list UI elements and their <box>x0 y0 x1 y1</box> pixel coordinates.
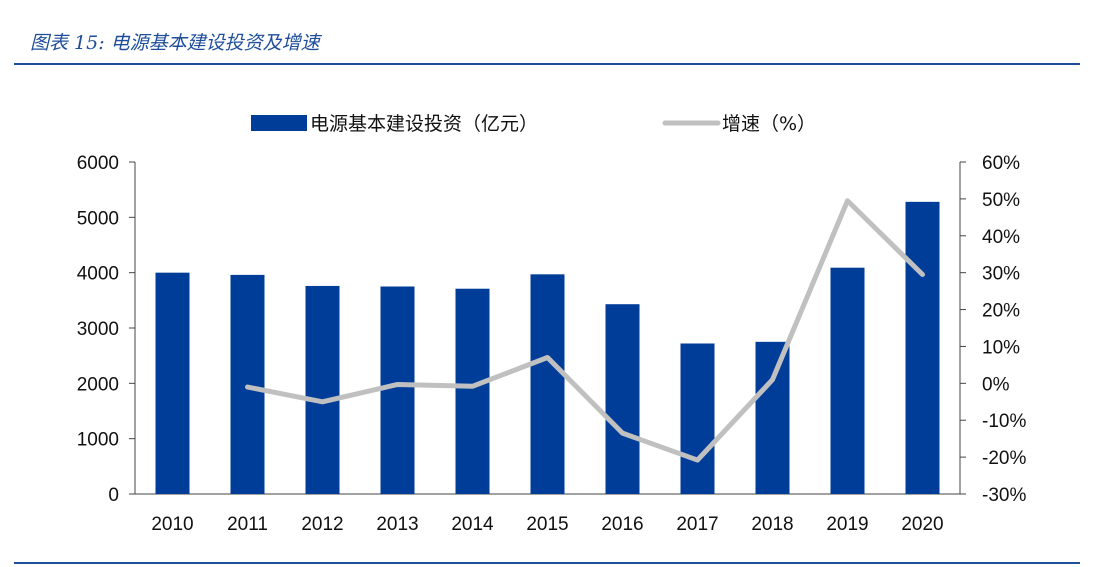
left-tick-label: 0 <box>108 485 119 506</box>
legend-line-label: 增速（%） <box>722 113 816 135</box>
x-tick-label: 2019 <box>826 514 868 535</box>
right-tick-label: 40% <box>982 227 1020 248</box>
x-tick-label: 2010 <box>151 514 193 535</box>
x-tick-label: 2012 <box>301 514 343 535</box>
right-tick-label: 30% <box>982 264 1020 285</box>
bar <box>605 304 640 494</box>
bar <box>755 341 790 494</box>
right-tick-label: -10% <box>982 411 1026 432</box>
left-tick-label: 1000 <box>77 430 119 451</box>
bottom-rule <box>14 562 1080 564</box>
axes: 0 1000 2000 3000 4000 5000 6000 -30% -20% -10% 0% 1… <box>77 153 1027 506</box>
x-tick-label: 2014 <box>451 514 494 535</box>
left-tick-label: 5000 <box>77 208 119 229</box>
bar <box>380 286 415 494</box>
bar-series <box>155 201 940 494</box>
x-tick-label: 2011 <box>227 514 268 535</box>
bar <box>455 288 490 494</box>
bar <box>680 343 715 494</box>
right-tick-label: -30% <box>982 485 1026 506</box>
x-tick-label: 2020 <box>901 514 943 535</box>
bar <box>530 274 565 494</box>
legend: 电源基本建设投资（亿元） 增速（%） <box>251 113 816 135</box>
bar <box>830 267 865 494</box>
left-tick-label: 2000 <box>77 374 119 395</box>
bar <box>155 272 190 494</box>
right-tick-label: 20% <box>982 301 1020 322</box>
right-tick-label: 60% <box>982 153 1020 174</box>
legend-bar-swatch <box>251 115 307 131</box>
x-tick-label: 2018 <box>751 514 793 535</box>
x-tick-label: 2013 <box>376 514 418 535</box>
left-tick-label: 3000 <box>77 319 119 340</box>
left-tick-label: 4000 <box>77 264 119 285</box>
x-tick-labels: 2010 2011 2012 2013 2014 2015 2016 2017 2018 2019… <box>151 514 943 535</box>
line-series <box>245 198 925 463</box>
right-tick-label: 0% <box>982 374 1010 395</box>
legend-bar-label: 电源基本建设投资（亿元） <box>310 113 538 135</box>
growth-line <box>245 198 925 463</box>
right-tick-label: 10% <box>982 337 1020 358</box>
bar <box>305 285 340 494</box>
figure-title: 图表 15: 电源基本建设投资及增速 <box>30 32 320 54</box>
bar <box>230 274 265 494</box>
bar <box>905 201 940 494</box>
x-tick-label: 2016 <box>601 514 643 535</box>
right-tick-label: -20% <box>982 448 1026 469</box>
top-rule <box>14 63 1080 65</box>
x-tick-label: 2017 <box>676 514 718 535</box>
right-tick-label: 50% <box>982 190 1020 211</box>
left-tick-label: 6000 <box>77 153 119 174</box>
x-tick-label: 2015 <box>526 514 568 535</box>
